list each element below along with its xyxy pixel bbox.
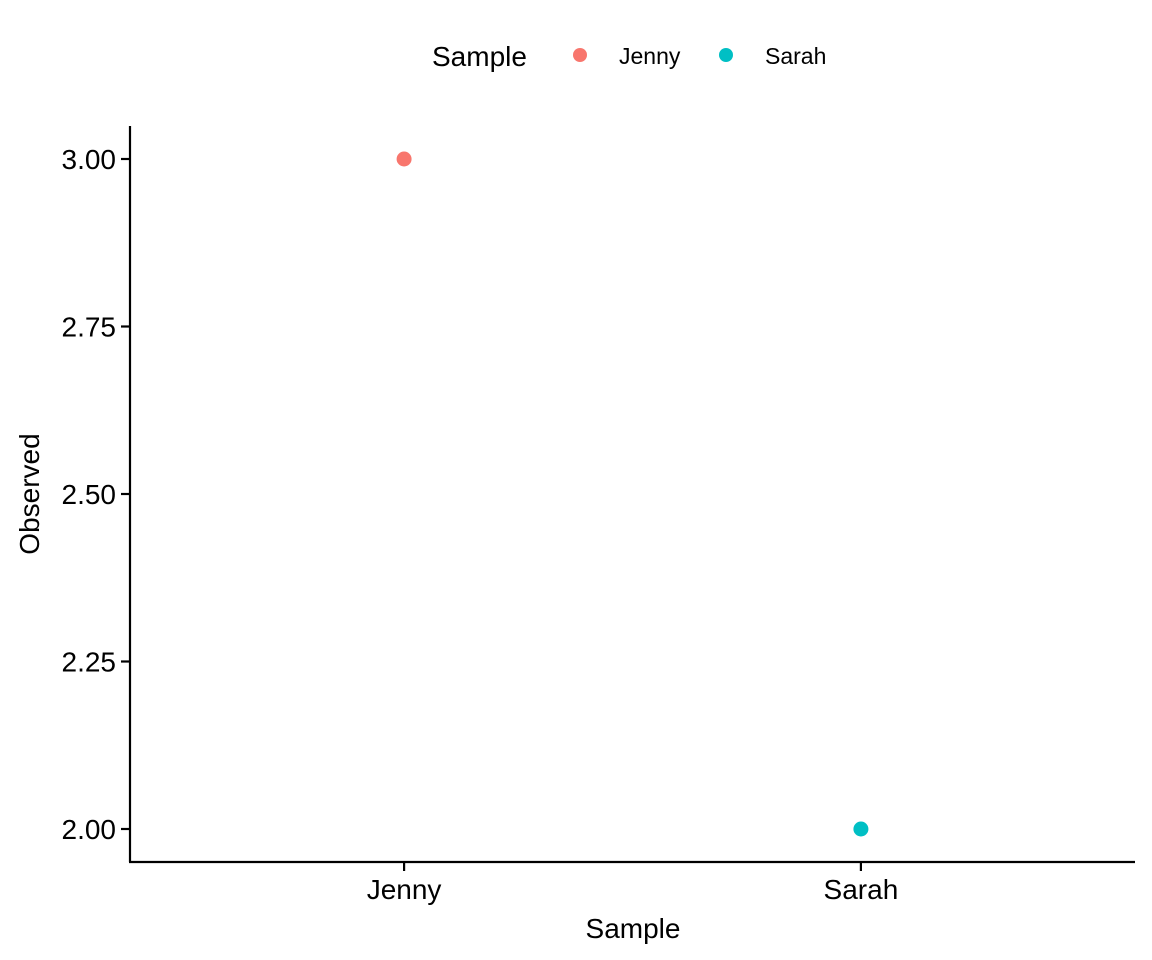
legend-marker-jenny bbox=[573, 48, 587, 62]
legend-label-sarah: Sarah bbox=[765, 43, 826, 69]
y-tick-label: 3.00 bbox=[62, 144, 117, 175]
x-tick-label: Jenny bbox=[367, 874, 442, 905]
x-axis-title: Sample bbox=[586, 913, 681, 944]
y-ticks: 2.00 2.25 2.50 2.75 3.00 bbox=[62, 144, 130, 845]
y-tick-label: 2.00 bbox=[62, 814, 117, 845]
y-tick-label: 2.25 bbox=[62, 647, 117, 678]
x-ticks: Jenny Sarah bbox=[367, 862, 899, 905]
y-tick-label: 2.75 bbox=[62, 312, 117, 343]
y-axis-title: Observed bbox=[14, 433, 45, 554]
y-tick-label: 2.50 bbox=[62, 479, 117, 510]
data-points bbox=[396, 151, 869, 837]
data-point-sarah bbox=[853, 821, 869, 837]
x-tick-label: Sarah bbox=[824, 874, 899, 905]
legend-label-jenny: Jenny bbox=[619, 43, 681, 69]
legend-marker-sarah bbox=[719, 48, 733, 62]
legend-title: Sample bbox=[432, 41, 527, 72]
legend: Sample Jenny Sarah bbox=[432, 41, 826, 72]
data-point-jenny bbox=[396, 151, 412, 167]
